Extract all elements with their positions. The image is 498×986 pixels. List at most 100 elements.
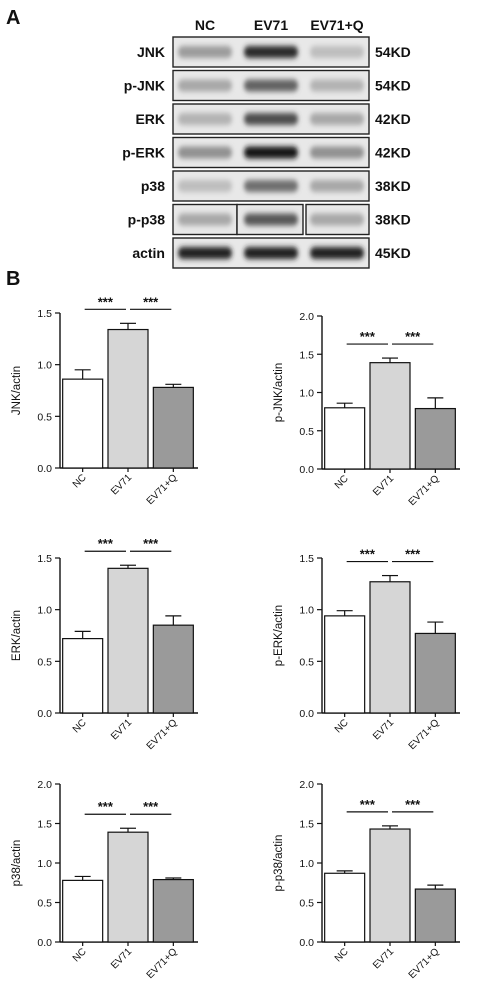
- x-tick-label: NC: [333, 717, 351, 735]
- x-tick-label: EV71+Q: [145, 717, 180, 752]
- blot-band: [310, 213, 364, 226]
- y-tick-label: 0.0: [299, 464, 314, 476]
- x-tick-label: EV71: [109, 717, 134, 742]
- y-tick-label: 1.5: [37, 308, 52, 320]
- blot-band: [310, 113, 364, 125]
- bar-chart: 0.0 0.5 1.0 1.5 2.0 p-p38/actin NC EV71 EV71+Q **…: [273, 779, 460, 981]
- blot-band: [178, 113, 232, 125]
- blot-size-label: 42KD: [375, 111, 411, 127]
- significance-stars: ***: [360, 797, 376, 812]
- y-tick-label: 1.0: [299, 605, 314, 617]
- x-tick-label: EV71+Q: [407, 473, 442, 508]
- blot-band: [310, 180, 364, 192]
- y-tick-label: 1.0: [37, 858, 52, 870]
- blot-protein-label: p-ERK: [122, 145, 165, 161]
- significance-stars: ***: [405, 329, 421, 344]
- y-tick-label: 0.5: [37, 898, 52, 910]
- bar-charts-panel: 0.0 0.5 1.0 1.5 JNK/actin NC EV71 EV71+Q *** *** 0…: [11, 294, 460, 981]
- bar-chart: 0.0 0.5 1.0 1.5 ERK/actin NC EV71 EV71+Q *** ***: [11, 536, 198, 752]
- x-tick-label: EV71: [109, 472, 134, 497]
- blot-band: [244, 113, 298, 125]
- bar: [152, 624, 194, 714]
- y-tick-label: 1.5: [37, 553, 52, 565]
- y-tick-label: 0.0: [37, 937, 52, 949]
- blot-band: [178, 180, 232, 192]
- significance-stars: ***: [405, 547, 421, 562]
- y-tick-label: 1.0: [37, 360, 52, 372]
- panel-b-label: B: [6, 268, 20, 290]
- bar: [62, 637, 104, 714]
- blot-size-label: 38KD: [375, 212, 411, 228]
- blot-size-label: 38KD: [375, 178, 411, 194]
- significance-stars: ***: [98, 799, 114, 814]
- significance-stars: ***: [98, 536, 114, 551]
- x-tick-label: EV71: [371, 717, 396, 742]
- y-tick-label: 1.0: [37, 605, 52, 617]
- bar: [414, 407, 456, 470]
- blot-band: [178, 79, 232, 92]
- blot-protein-label: p-p38: [128, 212, 166, 228]
- y-axis-label: p-ERK/actin: [273, 605, 285, 666]
- blot-band: [244, 213, 298, 226]
- blot-protein-label: p38: [141, 178, 165, 194]
- y-tick-label: 2.0: [299, 311, 314, 323]
- blot-size-label: 45KD: [375, 245, 411, 261]
- bar: [369, 581, 411, 714]
- x-tick-label: EV71+Q: [407, 717, 442, 752]
- blot-band: [178, 247, 232, 259]
- y-tick-label: 0.5: [299, 898, 314, 910]
- bar: [62, 879, 104, 943]
- blot-band: [178, 46, 232, 58]
- panel-a-label: A: [6, 7, 20, 29]
- y-tick-label: 0.5: [299, 656, 314, 668]
- y-tick-label: 0.5: [37, 656, 52, 668]
- x-tick-label: NC: [71, 472, 89, 490]
- y-axis-label: JNK/actin: [11, 366, 23, 415]
- blot-band: [244, 46, 298, 58]
- blot-protein-label: JNK: [137, 44, 165, 60]
- bar: [324, 872, 366, 943]
- y-axis-label: p-p38/actin: [273, 835, 285, 892]
- blot-protein-label: p-JNK: [124, 78, 165, 94]
- x-tick-label: NC: [71, 946, 89, 964]
- blot-band: [178, 146, 232, 159]
- blot-protein-label: ERK: [135, 111, 165, 127]
- significance-stars: ***: [98, 294, 114, 309]
- x-tick-label: EV71+Q: [145, 472, 180, 507]
- y-tick-label: 2.0: [37, 779, 52, 791]
- bar: [107, 567, 149, 714]
- y-tick-label: 0.0: [299, 708, 314, 720]
- y-tick-label: 1.5: [299, 819, 314, 831]
- bar-chart: 0.0 0.5 1.0 1.5 JNK/actin NC EV71 EV71+Q *** ***: [11, 294, 198, 507]
- blot-band: [310, 46, 364, 58]
- y-axis-label: ERK/actin: [11, 610, 23, 661]
- blot-band: [244, 180, 298, 192]
- significance-stars: ***: [143, 799, 159, 814]
- blot-column-header: EV71+Q: [310, 17, 363, 33]
- x-tick-label: NC: [71, 717, 89, 735]
- significance-stars: ***: [360, 329, 376, 344]
- western-blot-panel: NC EV71 EV71+Q JNK 54KD p-JNK 54KD ERK 42KD p-ERK…: [122, 17, 411, 269]
- blot-band: [310, 146, 364, 159]
- bar: [152, 878, 194, 943]
- y-tick-label: 0.0: [37, 463, 52, 475]
- y-tick-label: 0.0: [299, 937, 314, 949]
- bar: [107, 328, 149, 469]
- blot-size-label: 54KD: [375, 78, 411, 94]
- x-tick-label: EV71: [371, 473, 396, 498]
- y-tick-label: 0.5: [299, 426, 314, 438]
- bar: [369, 362, 411, 470]
- blot-band: [244, 79, 298, 92]
- bar-chart: 0.0 0.5 1.0 1.5 2.0 p38/actin NC EV71 EV71+Q *** *…: [11, 779, 198, 981]
- bar: [62, 378, 104, 469]
- significance-stars: ***: [143, 536, 159, 551]
- bar: [324, 407, 366, 470]
- blot-protein-label: actin: [132, 245, 165, 261]
- bar: [414, 888, 456, 943]
- bar-chart: 0.0 0.5 1.0 1.5 2.0 p-JNK/actin NC EV71 EV71+Q **…: [273, 311, 460, 508]
- blot-band: [310, 247, 364, 259]
- y-tick-label: 1.5: [299, 553, 314, 565]
- bar: [107, 831, 149, 943]
